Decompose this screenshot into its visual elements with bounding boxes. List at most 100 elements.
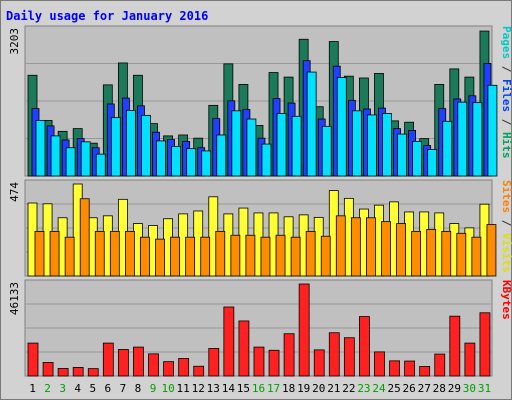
visits-sites-bar: [305, 230, 316, 277]
hits-pages-bar: [321, 125, 332, 177]
kbytes-kbytes-bar: [313, 349, 325, 377]
legend-entry: /: [500, 213, 512, 233]
visits-sites-bar: [441, 230, 452, 277]
hits-pages-bar: [171, 145, 181, 177]
kbytes-kbytes-bar: [359, 316, 370, 377]
day-label: 15: [237, 382, 250, 395]
kbytes-kbytes-bar: [193, 365, 205, 377]
day-label: 1: [29, 382, 36, 395]
legend-entry: /: [500, 112, 512, 132]
kbytes-legend: KBytes: [500, 280, 512, 320]
hits-pages-bar: [246, 118, 257, 177]
day-label: 2: [44, 382, 51, 395]
hits-pages-bar: [412, 140, 423, 177]
visits-sites-bar: [185, 236, 196, 277]
legend-entry: Files: [500, 79, 512, 112]
legend-entry: KBytes: [500, 280, 512, 320]
kbytes-kbytes-bar: [27, 342, 39, 377]
day-label: 23: [357, 382, 370, 395]
day-label: 25: [387, 382, 400, 395]
legend-entry: Visits: [500, 233, 512, 273]
day-label: 7: [120, 382, 127, 395]
hits-pages-bar: [186, 148, 197, 177]
kbytes-kbytes-bar: [87, 368, 99, 377]
kbytes-kbytes-bar: [268, 349, 280, 377]
legend-entry: Sites: [500, 180, 512, 213]
hits-pages-bar: [156, 140, 166, 177]
hits-pages-bar: [487, 84, 498, 177]
visits-sites-bar: [140, 236, 150, 277]
legend-entry: /: [500, 59, 512, 79]
kbytes-kbytes-bar: [479, 312, 491, 377]
kbytes-kbytes-bar: [283, 333, 295, 377]
visits-legend: Sites / Visits: [500, 180, 512, 273]
day-label: 24: [372, 382, 386, 395]
hits-pages-bar: [261, 143, 272, 177]
hits-pages-bar: [35, 119, 46, 177]
kbytes-kbytes-bar: [42, 362, 54, 377]
visits-sites-bar: [215, 230, 226, 277]
hits-pages-bar: [201, 150, 212, 177]
kbytes-kbytes-bar: [223, 306, 235, 377]
visits-sites-bar: [200, 236, 211, 277]
day-label: 18: [282, 382, 295, 395]
kbytes-max-label: 46133: [8, 282, 21, 315]
hits-pages-bar: [50, 135, 61, 177]
visits-sites-bar: [245, 234, 256, 277]
visits-sites-bar: [94, 230, 105, 277]
visits-sites-bar: [335, 215, 346, 277]
visits-sites-bar: [381, 221, 391, 277]
visits-max-label: 474: [8, 182, 21, 202]
hits-pages-bar: [397, 133, 407, 177]
day-label: 8: [135, 382, 142, 395]
day-label: 12: [192, 382, 205, 395]
kbytes-kbytes-bar: [133, 346, 144, 377]
hits-pages-bar: [382, 113, 392, 177]
hits-pages-bar: [141, 114, 151, 177]
kbytes-kbytes-bar: [343, 337, 355, 377]
day-label: 21: [327, 382, 340, 395]
hits-pages-bar: [65, 147, 76, 177]
kbytes-kbytes-bar: [404, 360, 416, 377]
visits-sites-bar: [230, 234, 241, 277]
kbytes-kbytes-bar: [464, 342, 476, 377]
day-label: 19: [297, 382, 310, 395]
day-label: 11: [177, 382, 190, 395]
kbytes-kbytes-bar: [449, 315, 461, 377]
hits-pages-bar: [291, 115, 302, 177]
visits-sites-bar: [456, 232, 467, 277]
kbytes-kbytes-bar: [163, 361, 174, 377]
visits-sites-bar: [109, 230, 120, 277]
visits-sites-bar: [411, 230, 422, 277]
day-label: 31: [478, 382, 491, 395]
visits-sites-bar: [396, 223, 406, 277]
hits-pages-bar: [306, 71, 317, 177]
day-label: 20: [312, 382, 325, 395]
kbytes-kbytes-bar: [238, 320, 250, 377]
hits-legend: Pages / Files / Hits: [500, 26, 512, 159]
day-label: 4: [74, 382, 81, 395]
kbytes-kbytes-bar: [389, 360, 400, 377]
kbytes-kbytes-bar: [148, 353, 159, 377]
visits-sites-bar: [486, 224, 497, 277]
kbytes-kbytes-bar: [57, 368, 69, 377]
visits-sites-bar: [155, 238, 165, 277]
visits-sites-bar: [471, 236, 482, 277]
day-label: 5: [89, 382, 96, 395]
visits-sites-bar: [275, 234, 286, 277]
day-label: 3: [59, 382, 66, 395]
day-label: 29: [448, 382, 461, 395]
visits-sites-bar: [350, 217, 361, 277]
visits-sites-bar: [366, 217, 376, 277]
visits-sites-bar: [64, 236, 75, 277]
day-label: 14: [222, 382, 236, 395]
visits-sites-bar: [320, 235, 331, 277]
kbytes-kbytes-bar: [253, 346, 265, 377]
hits-pages-bar: [351, 110, 362, 177]
hits-pages-bar: [231, 110, 242, 177]
visits-sites-bar: [34, 230, 45, 277]
kbytes-kbytes-bar: [434, 353, 446, 377]
kbytes-kbytes-bar: [374, 351, 385, 377]
visits-sites-bar: [124, 230, 135, 277]
